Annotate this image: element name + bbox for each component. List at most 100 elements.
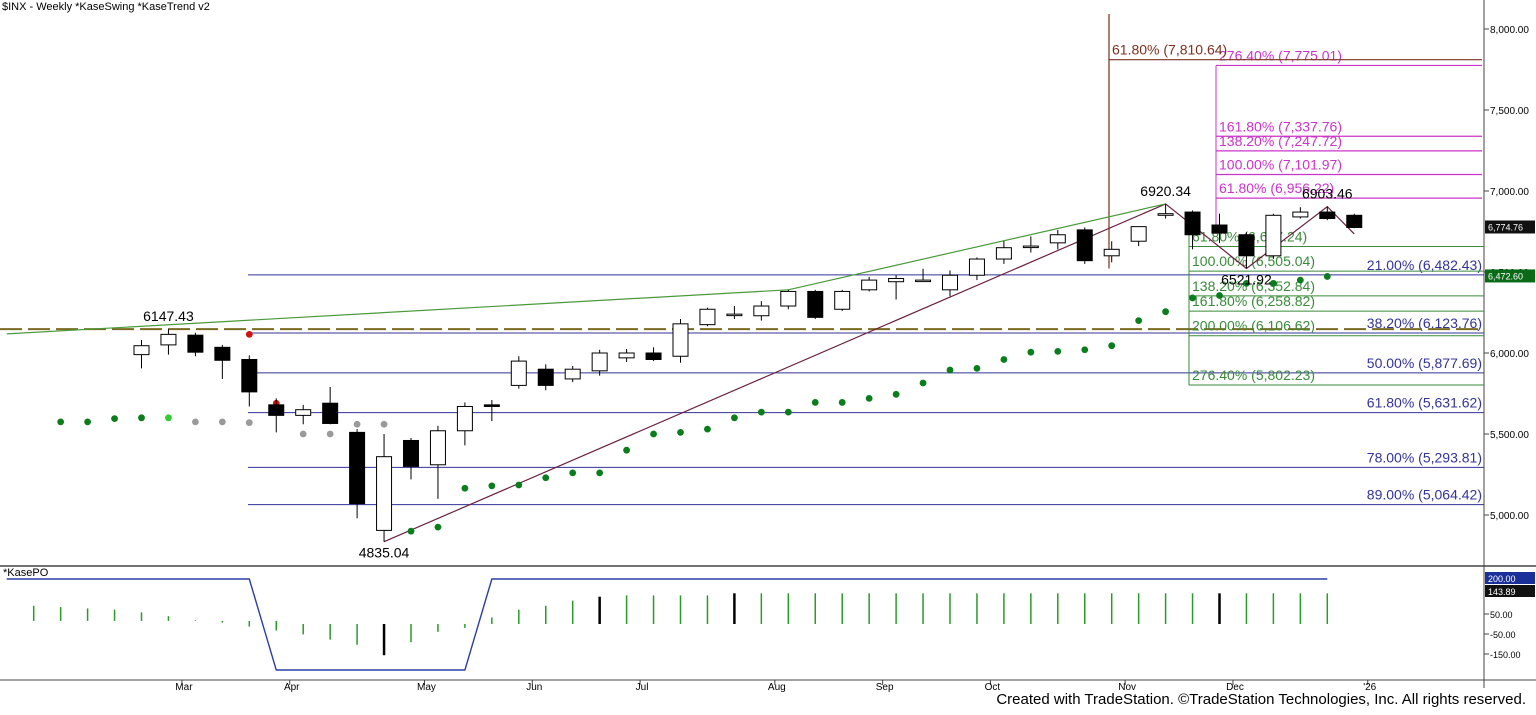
- trend-dot: [218, 418, 226, 426]
- trend-dot: [892, 390, 900, 398]
- trend-dot: [1135, 317, 1143, 324]
- brown-fib-level: 61.80% (7,810.64): [1108, 14, 1482, 269]
- candle: [942, 270, 958, 297]
- copyright-footer: Created with TradeStation. ©TradeStation…: [996, 691, 1526, 708]
- trend-dot: [919, 379, 927, 387]
- candle-body: [1319, 211, 1336, 220]
- time-axis-label: Oct: [985, 682, 1001, 693]
- green-fib-label: 100.00% (6,505.04): [1192, 253, 1315, 269]
- green-fib-label: 161.80% (6,258.82): [1192, 293, 1315, 309]
- candle-body: [510, 360, 527, 386]
- candle: [1346, 213, 1363, 229]
- candle: [888, 275, 905, 300]
- kase-trend-dots: [57, 273, 1331, 535]
- candle: [456, 402, 473, 446]
- candle: [834, 289, 851, 311]
- trend-dot: [515, 481, 523, 489]
- trend-dot: [111, 415, 118, 423]
- candle-body: [807, 290, 824, 318]
- retracement-label: 78.00% (5,293.81): [1367, 449, 1482, 465]
- trend-dot: [1054, 347, 1062, 355]
- trend-dot: [596, 469, 604, 477]
- retracement-label: 89.00% (5,064.42): [1367, 487, 1482, 503]
- swing-price-label: 6920.34: [1140, 183, 1191, 199]
- candle: [510, 356, 527, 389]
- candle: [564, 365, 581, 383]
- trend-dot: [1243, 279, 1250, 287]
- candle: [861, 276, 878, 292]
- retracement-label: 50.00% (5,877.69): [1367, 355, 1482, 371]
- candle: [187, 332, 204, 357]
- time-axis-label: Dec: [1226, 682, 1244, 693]
- trend-dot: [811, 399, 819, 406]
- candle-body: [834, 290, 851, 310]
- indicator-title: *KasePO: [3, 567, 49, 579]
- trend-dot: [973, 364, 981, 372]
- candle: [753, 301, 770, 321]
- brown-fib-label: 61.80% (7,810.64): [1112, 42, 1227, 58]
- trend-dot: [57, 418, 65, 426]
- candle: [1076, 227, 1093, 264]
- swing-price-label: 6147.43: [143, 308, 194, 324]
- candle-body: [456, 405, 473, 432]
- candle: [1238, 232, 1255, 269]
- time-axis-label: Jul: [636, 682, 649, 693]
- price-axis-label: 8,000.00: [1490, 25, 1529, 36]
- time-axis-label: May: [417, 682, 436, 693]
- candle-body: [1238, 234, 1255, 257]
- candle-body: [483, 404, 500, 407]
- last-price-flag-text: 6,774.76: [1488, 222, 1523, 232]
- candle: [995, 241, 1012, 264]
- candle-body: [429, 430, 446, 466]
- candle: [1049, 229, 1066, 250]
- candle-body: [1184, 211, 1201, 236]
- swing-price-label: 4835.04: [359, 545, 410, 561]
- candle-body: [564, 368, 581, 380]
- candle: [268, 398, 285, 433]
- candle: [699, 307, 716, 327]
- trend-dot: [488, 482, 496, 490]
- candle: [1103, 241, 1120, 263]
- osc-flag-text: 143.89: [1488, 587, 1516, 597]
- swing-price-label: 6903.46: [1302, 186, 1353, 202]
- trend-dot: [1000, 356, 1008, 363]
- candle-body: [645, 352, 662, 360]
- magenta-fib-label: 100.00% (7,101.97): [1219, 156, 1342, 172]
- trend-dot: [1081, 346, 1089, 354]
- candle-body: [1103, 248, 1120, 257]
- magenta-fib-label: 138.20% (7,247.72): [1219, 133, 1342, 149]
- trend-dot: [623, 446, 630, 454]
- trend-dot: [380, 420, 388, 428]
- trend-dot: [1108, 342, 1116, 350]
- candle-body: [133, 345, 150, 356]
- time-axis-label: '26: [1363, 682, 1376, 693]
- candle: [1022, 236, 1039, 253]
- trend-dot: [784, 408, 792, 416]
- candle-body: [753, 305, 770, 317]
- candle: [1184, 210, 1201, 250]
- trend-dot: [731, 414, 738, 422]
- candle: [349, 429, 366, 519]
- candle-body: [726, 313, 743, 317]
- candle: [1319, 206, 1336, 221]
- trend-dot: [245, 419, 253, 427]
- retracement-label: 61.80% (5,631.62): [1367, 395, 1482, 411]
- trend-dot: [299, 430, 307, 438]
- candle-body: [160, 333, 177, 346]
- magenta-fib-label: 276.40% (7,775.01): [1219, 47, 1342, 63]
- candle-body: [1157, 213, 1174, 216]
- trend-dot: [84, 418, 91, 426]
- candle: [915, 268, 932, 283]
- candle-body: [295, 409, 312, 416]
- candle-body: [349, 431, 366, 505]
- trend-dot: [138, 414, 145, 422]
- trend-dot: [542, 474, 550, 482]
- time-axis-label: Apr: [284, 682, 300, 693]
- candle-body: [618, 352, 635, 359]
- candle: [376, 434, 393, 542]
- candle-body: [187, 334, 204, 353]
- trend-dot: [353, 420, 361, 428]
- candle-body: [968, 258, 985, 276]
- candle-body: [403, 439, 419, 467]
